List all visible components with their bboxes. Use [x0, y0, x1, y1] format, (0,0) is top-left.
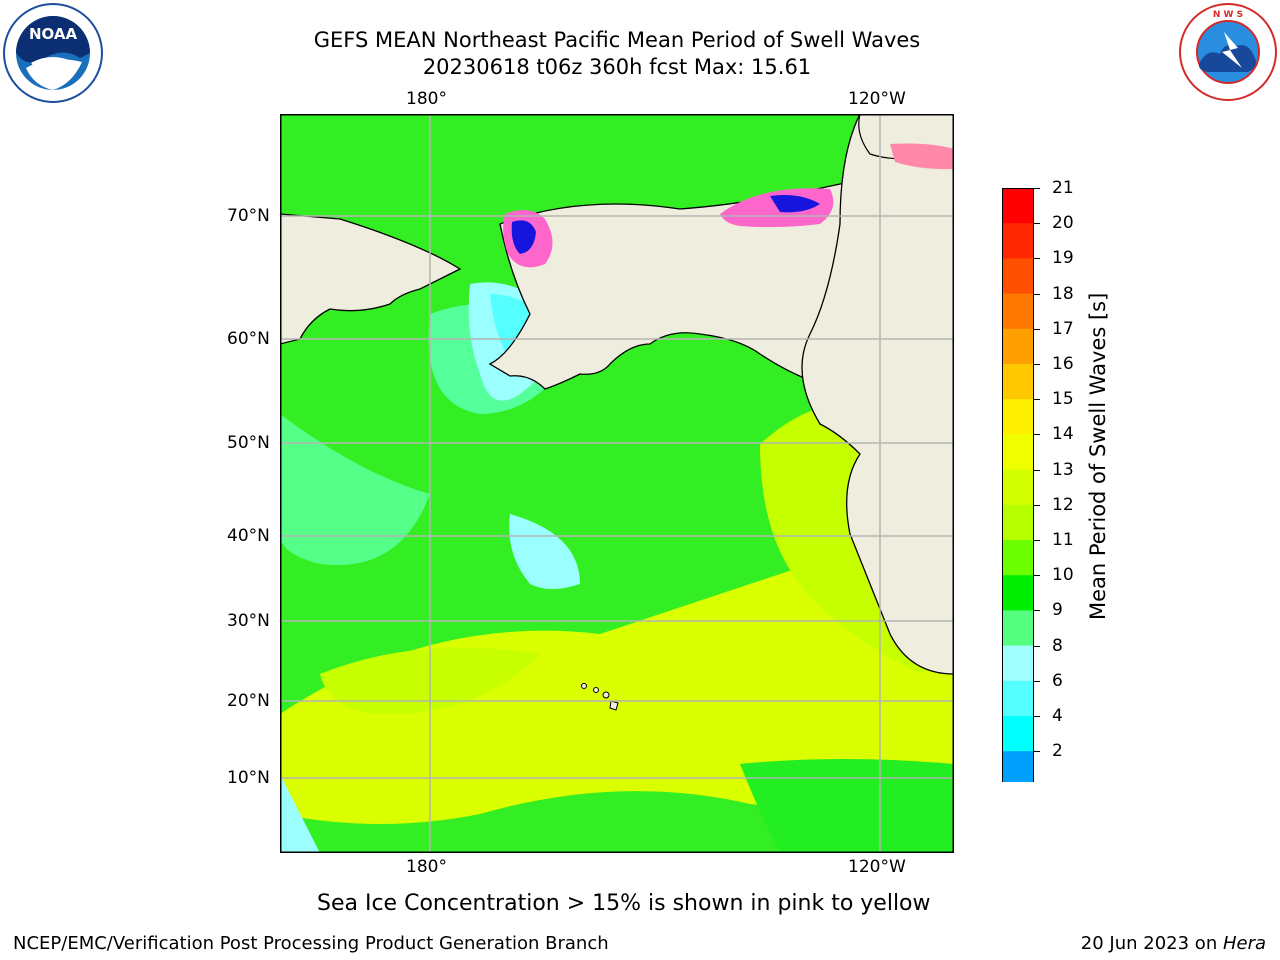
colorbar-swatch: [1002, 258, 1034, 295]
colorbar-swatch: [1002, 434, 1034, 471]
colorbar-tick-mark: [1034, 540, 1040, 541]
colorbar-swatch: [1002, 645, 1034, 682]
colorbar-tick-label: 18: [1052, 283, 1074, 304]
colorbar-tick-label: 21: [1052, 178, 1074, 198]
colorbar-swatch: [1002, 716, 1034, 752]
map-title-line1: GEFS MEAN Northeast Pacific Mean Period …: [313, 28, 921, 52]
colorbar-swatch: [1002, 293, 1034, 330]
colorbar-tick-label: 8: [1052, 635, 1063, 656]
colorbar-tick-mark: [1034, 610, 1040, 612]
colorbar-tick-label: 14: [1052, 424, 1074, 445]
colorbar-tick-mark: [1034, 293, 1040, 295]
nws-logo: N W S: [1178, 2, 1278, 102]
swell-cyan-sw: [280, 774, 320, 853]
colorbar-tick-label: 19: [1052, 248, 1074, 269]
lat-label-40n: 40°N: [227, 526, 270, 546]
lat-label-60n: 60°N: [227, 329, 270, 349]
footer-date-text: 20 Jun 2023 on: [1080, 933, 1223, 954]
colorbar-tick-mark: [1034, 399, 1040, 401]
colorbar-tick-label: 9: [1052, 600, 1063, 621]
lon-label-top-180: 180°: [406, 89, 447, 109]
colorbar-tick-label: 6: [1052, 670, 1063, 691]
sea-ice-beaufort-core: [770, 195, 820, 213]
swell-cyan-mid: [509, 514, 580, 589]
noaa-logo: NOAA: [2, 2, 104, 104]
colorbar-tick-mark: [1034, 751, 1040, 753]
colorbar: [1001, 188, 1035, 816]
graticule: [280, 114, 954, 853]
lat-label-20n: 20°N: [227, 691, 270, 711]
colorbar-swatch: [1002, 575, 1034, 611]
swell-teal-west: [280, 414, 430, 566]
lat-label-10n: 10°N: [227, 768, 270, 788]
footer-branch: NCEP/EMC/Verification Post Processing Pr…: [13, 933, 609, 954]
colorbar-tick-mark: [1034, 188, 1040, 189]
colorbar-swatch: [1002, 680, 1034, 717]
colorbar-tick-mark: [1034, 364, 1040, 365]
colorbar-swatch: [1002, 751, 1034, 787]
noaa-logo-text: NOAA: [29, 25, 78, 43]
colorbar-tick-label: 11: [1052, 530, 1074, 550]
colorbar-swatch: [1002, 223, 1034, 259]
colorbar-label: Mean Period of Swell Waves [s]: [1086, 292, 1110, 620]
island-hawaii-3: [602, 691, 610, 699]
lon-label-bottom-180: 180°: [406, 857, 447, 877]
sea-ice-chukchi-core: [511, 220, 536, 254]
sea-ice-arctic: [890, 143, 954, 170]
colorbar-tick-label: 15: [1052, 389, 1074, 410]
lat-label-30n: 30°N: [227, 611, 270, 631]
colorbar-tick-label: 12: [1052, 494, 1074, 515]
map-panel: [279, 113, 955, 853]
colorbar-tick-label: 2: [1052, 741, 1063, 762]
colorbar-swatches: [1001, 188, 1035, 816]
colorbar-swatch: [1002, 610, 1034, 647]
colorbar-swatch: [1002, 504, 1034, 541]
lon-label-top-120w: 120°W: [848, 89, 906, 109]
colorbar-tick-mark: [1034, 645, 1040, 647]
colorbar-swatch: [1002, 188, 1034, 224]
island-hawaii-2: [593, 687, 599, 693]
colorbar-swatch: [1002, 540, 1034, 576]
colorbar-tick-label: 17: [1052, 318, 1074, 339]
island-hawaii-1: [581, 683, 587, 689]
footer-date: 20 Jun 2023 on Hera: [1081, 933, 1266, 955]
nws-ring-text: N W S: [1213, 10, 1243, 20]
sea-ice-note: Sea Ice Concentration > 15% is shown in …: [317, 891, 931, 916]
colorbar-tick-label: 20: [1052, 213, 1074, 234]
colorbar-tick-label: 10: [1052, 565, 1074, 586]
island-hawaii-big: [609, 700, 619, 711]
lon-label-bottom-120w: 120°W: [848, 857, 906, 877]
colorbar-swatch: [1002, 399, 1034, 435]
map-svg: [279, 113, 955, 853]
colorbar-swatch: [1002, 328, 1034, 365]
map-frame: [280, 114, 954, 853]
footer-host: Hera: [1222, 933, 1266, 954]
colorbar-tick-mark: [1034, 469, 1040, 471]
land-siberia: [279, 213, 462, 345]
lat-label-50n: 50°N: [227, 433, 270, 453]
colorbar-tick-mark: [1034, 434, 1040, 436]
colorbar-tick-mark: [1034, 504, 1040, 506]
colorbar-tick-mark: [1034, 680, 1040, 682]
colorbar-tick-label: 4: [1052, 706, 1063, 726]
map-title-line2: 20230618 t06z 360h fcst Max: 15.61: [422, 55, 812, 79]
colorbar-tick-mark: [1034, 258, 1040, 260]
colorbar-tick-label: 13: [1052, 459, 1074, 480]
lat-label-70n: 70°N: [227, 206, 270, 226]
swell-green-se: [740, 759, 954, 853]
colorbar-tick-mark: [1034, 575, 1040, 577]
colorbar-tick-label: 16: [1052, 354, 1074, 374]
colorbar-swatch: [1002, 364, 1034, 400]
colorbar-swatch: [1002, 469, 1034, 506]
land-north-america: [801, 113, 955, 675]
colorbar-tick-mark: [1034, 223, 1040, 225]
colorbar-tick-mark: [1034, 716, 1040, 717]
colorbar-tick-mark: [1034, 328, 1040, 330]
